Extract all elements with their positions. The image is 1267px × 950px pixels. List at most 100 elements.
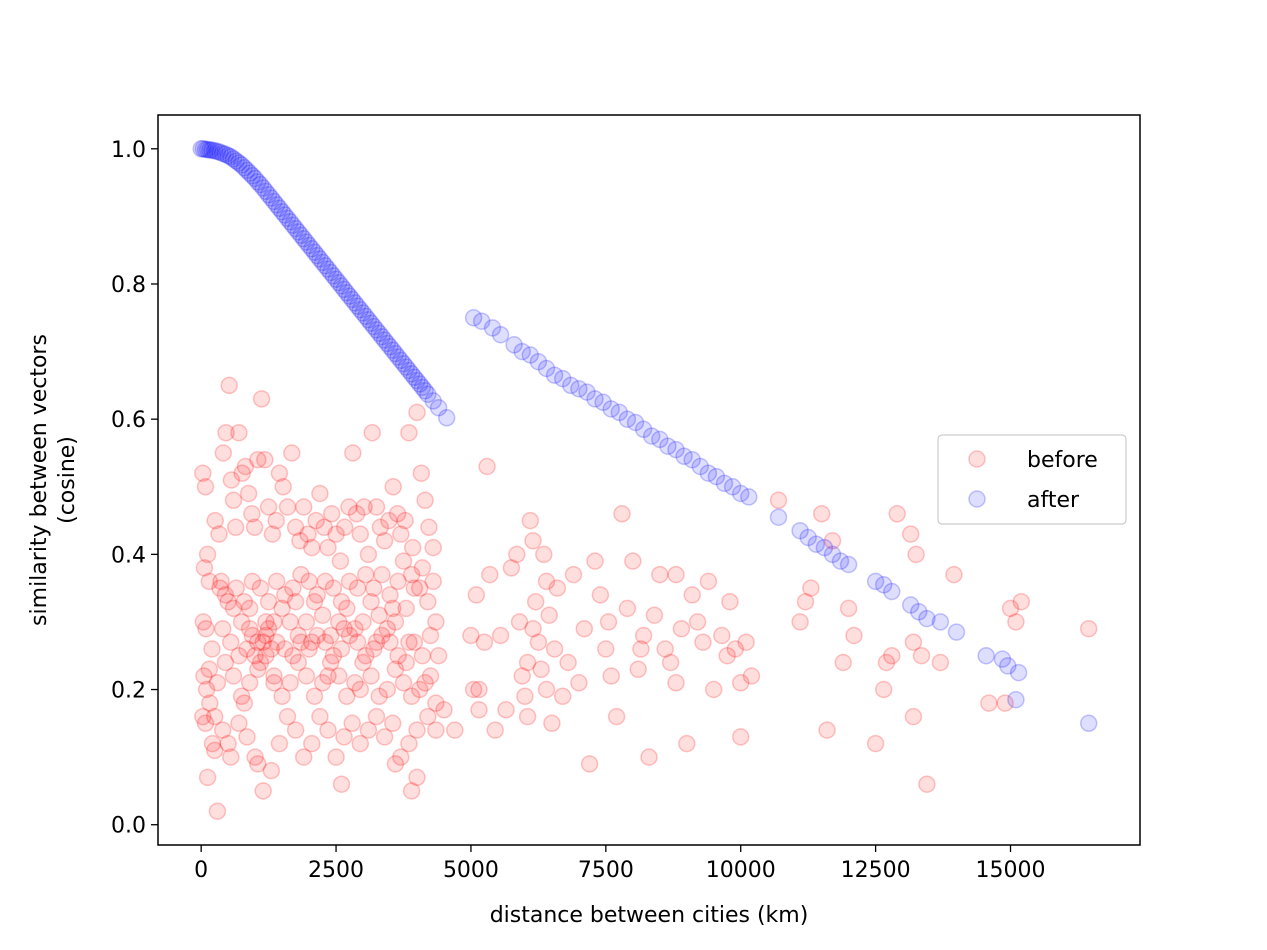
point-before-282 — [640, 748, 658, 766]
point-before-178 — [340, 626, 359, 645]
x-tick-label-0: 0 — [194, 858, 208, 883]
point-before-145 — [305, 687, 324, 706]
point-before-129 — [427, 613, 445, 631]
point-before-250 — [508, 545, 526, 564]
point-before-261 — [537, 572, 556, 591]
y-tick-label-4: 0.8 — [111, 273, 146, 298]
point-after-34 — [281, 213, 299, 231]
point-before-122 — [373, 565, 391, 584]
point-after-139 — [977, 646, 995, 665]
point-before-290 — [683, 586, 701, 604]
point-before-216 — [205, 707, 224, 726]
point-before-321 — [945, 565, 963, 584]
point-before-292 — [694, 633, 712, 651]
point-after-143 — [1007, 690, 1025, 709]
point-after-73 — [386, 344, 405, 363]
point-after-41 — [300, 236, 318, 255]
point-after-137 — [931, 613, 950, 631]
point-after-48 — [319, 260, 337, 278]
point-after-16 — [232, 156, 251, 174]
point-before-23 — [222, 471, 241, 489]
point-before-107 — [251, 579, 270, 597]
point-before-327 — [1079, 619, 1098, 638]
point-before-279 — [624, 552, 642, 570]
point-after-20 — [243, 167, 262, 185]
x-tick-label-4: 10000 — [706, 858, 776, 883]
point-before-21 — [217, 423, 235, 442]
point-before-228 — [240, 599, 259, 618]
point-after-12 — [222, 148, 240, 166]
point-before-4 — [200, 572, 219, 591]
point-after-23 — [251, 175, 270, 194]
point-before-311 — [866, 734, 885, 753]
point-before-46 — [303, 538, 321, 557]
point-after-17 — [235, 158, 254, 177]
point-before-108 — [259, 592, 278, 611]
point-before-44 — [294, 498, 313, 516]
point-before-57 — [347, 505, 366, 523]
point-before-259 — [532, 660, 550, 679]
point-before-155 — [224, 667, 243, 685]
point-after-87 — [429, 398, 448, 417]
point-before-79 — [397, 599, 415, 618]
point-before-104 — [227, 579, 245, 597]
point-before-314 — [888, 505, 906, 523]
point-before-18 — [210, 525, 228, 543]
point-before-299 — [737, 633, 755, 651]
point-before-136 — [378, 680, 397, 699]
point-before-110 — [276, 586, 294, 604]
point-before-130 — [429, 646, 448, 665]
legend: before after — [937, 434, 1127, 525]
point-after-59 — [348, 297, 367, 316]
point-after-61 — [354, 304, 372, 322]
point-after-109 — [634, 420, 653, 439]
point-before-338 — [904, 707, 923, 726]
point-before-40 — [278, 498, 297, 516]
point-before-135 — [386, 660, 405, 679]
point-before-35 — [259, 498, 278, 516]
point-after-104 — [594, 393, 612, 412]
point-before-281 — [634, 626, 653, 645]
point-before-169 — [267, 633, 286, 651]
point-after-18 — [238, 161, 256, 180]
point-before-269 — [570, 674, 588, 692]
point-before-6 — [197, 619, 215, 638]
point-before-308 — [834, 653, 852, 672]
point-before-222 — [446, 721, 464, 739]
point-before-265 — [548, 579, 567, 597]
point-before-39 — [274, 478, 292, 496]
y-axis-label-line2: (cosine) — [55, 436, 80, 524]
point-after-132 — [874, 576, 893, 594]
x-tick-label-3: 7500 — [578, 858, 634, 883]
point-before-244 — [478, 457, 496, 476]
point-before-17 — [206, 511, 224, 530]
point-before-70 — [400, 423, 418, 442]
point-before-22 — [220, 376, 238, 395]
point-before-115 — [316, 572, 335, 591]
point-after-93 — [505, 336, 523, 354]
y-axis-label-line1: similarity between vectors — [27, 334, 52, 626]
point-before-97 — [249, 633, 267, 651]
legend-label-before: before — [1027, 448, 1098, 473]
point-after-98 — [545, 366, 564, 384]
legend-box — [937, 434, 1127, 525]
point-before-208 — [270, 734, 289, 753]
point-before-215 — [213, 721, 232, 739]
point-before-109 — [267, 572, 286, 591]
point-after-33 — [278, 209, 297, 228]
plot-area-frame — [157, 114, 1141, 846]
point-after-75 — [392, 351, 410, 370]
point-before-214 — [222, 748, 240, 766]
point-before-156 — [216, 653, 235, 672]
point-before-16 — [205, 741, 224, 760]
point-after-25 — [257, 182, 275, 201]
point-after-111 — [651, 430, 669, 449]
point-before-294 — [704, 680, 723, 699]
point-before-117 — [332, 592, 351, 611]
point-before-266 — [553, 687, 572, 706]
point-before-289 — [678, 734, 696, 753]
point-before-312 — [874, 680, 893, 699]
point-before-323 — [996, 694, 1014, 712]
point-before-335 — [667, 674, 685, 692]
point-before-81 — [378, 619, 397, 638]
